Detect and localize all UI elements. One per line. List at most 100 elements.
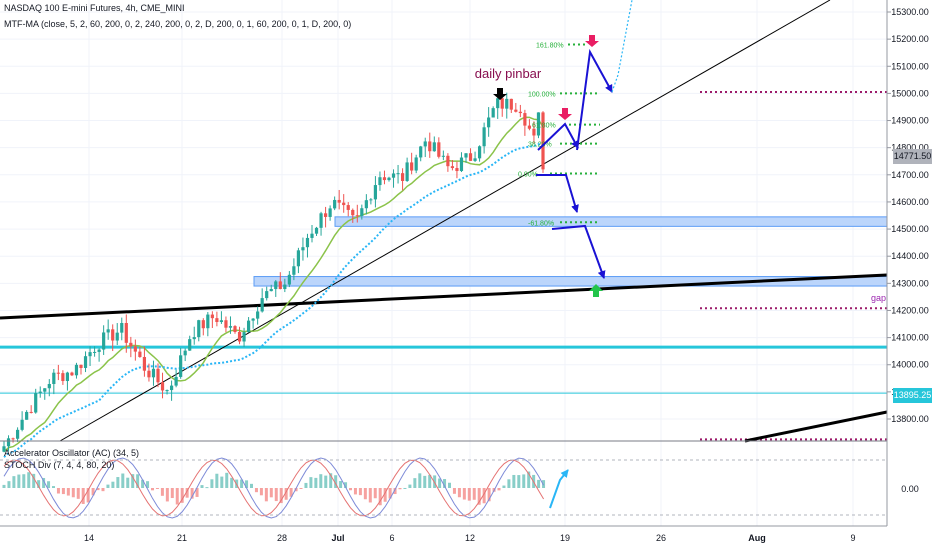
chart-title[interactable]: NASDAQ 100 E-mini Futures, 4h, CME_MINI [4, 3, 185, 13]
oscillator-bar [101, 488, 105, 492]
oscillator-bar [215, 473, 219, 488]
candle-body [296, 250, 301, 267]
y-tick-label: 14800.00 [891, 143, 929, 153]
candle-body [133, 346, 137, 352]
oscillator-bar [165, 488, 169, 502]
candle-body [514, 109, 518, 112]
candle-body [396, 173, 400, 175]
oscillator-bar [91, 488, 95, 496]
candle-body [160, 382, 165, 391]
oscillator-legend-stoch[interactable]: STOCH Div (7, 4, 4, 80, 20) [4, 460, 115, 470]
fib-label: 100.00% [528, 91, 556, 98]
x-tick-label: Jul [331, 533, 344, 543]
oscillator-bar [507, 479, 511, 488]
oscillator-bar [487, 488, 491, 502]
candle-body [260, 298, 264, 312]
candle-body [256, 311, 260, 319]
candle-body [151, 368, 156, 378]
x-tick-label: 9 [850, 533, 855, 543]
oscillator-bar [393, 488, 397, 495]
ma-slow-line [3, 143, 544, 458]
oscillator-bar [76, 488, 80, 499]
moving-averages [3, 116, 544, 458]
y-tick-label: 15000.00 [891, 88, 929, 98]
x-tick-label: 21 [177, 533, 187, 543]
candle-body [441, 155, 445, 157]
oscillator-bar [433, 475, 437, 488]
fib-levels: 161.80% 100.00% 61.80% 38.20% 0.00% -61.80% [518, 43, 600, 227]
candle-body [323, 213, 328, 217]
oscillator-bar [398, 488, 402, 490]
candle-body [500, 98, 504, 109]
oscillator-bar [502, 485, 506, 488]
x-tick-label: Aug [748, 533, 766, 543]
oscillator-bar [111, 481, 115, 488]
oscillator-bar [61, 488, 65, 495]
x-tick-label: 28 [277, 533, 287, 543]
oscillator-bar [299, 488, 303, 489]
candle-body [355, 215, 359, 217]
candle-body [464, 153, 468, 158]
stoch-d-line [3, 459, 545, 517]
candle-body [102, 332, 106, 350]
candle-body [201, 320, 205, 329]
y-tick-label: 14000.00 [891, 360, 929, 370]
oscillator-bar [160, 488, 164, 496]
projection-arrows [536, 0, 633, 279]
y-tick-label: 14300.00 [891, 278, 929, 288]
y-tick-label: 15100.00 [891, 61, 929, 71]
target-marker-1 [558, 108, 572, 120]
target-marker-2 [585, 35, 599, 47]
candle-body [527, 125, 532, 129]
level-price-badge: 13895.25 [893, 388, 932, 403]
candle-body [219, 320, 224, 323]
oscillator-bar [141, 479, 145, 488]
candle-body [246, 320, 251, 333]
time-axis[interactable]: 14 21 28 Jul 6 12 19 26 Aug 9 [84, 533, 856, 543]
candle-body [532, 128, 536, 136]
candle-body [505, 98, 509, 109]
price-axis[interactable]: 13800.0013900.0014000.0014100.0014200.00… [887, 7, 929, 424]
candle-body [83, 356, 88, 368]
y-tick-label: 14100.00 [891, 333, 929, 343]
candle-body [11, 438, 15, 440]
oscillator-zero-label: 0.00 [901, 484, 919, 494]
oscillator-bar [408, 484, 412, 488]
candle-body [491, 108, 495, 118]
candle-body [468, 153, 473, 161]
indicator-legend[interactable]: MTF-MA (close, 5, 2, 60, 200, 0, 2, 240,… [4, 19, 352, 29]
y-tick-label: 14700.00 [891, 170, 929, 180]
candle-body [391, 173, 396, 178]
oscillator-bar [200, 485, 204, 488]
candle-body [242, 332, 246, 342]
candle-body [179, 355, 183, 377]
fib-label: 0.00% [518, 171, 538, 178]
oscillator-bar [334, 475, 338, 488]
candle-body [523, 113, 527, 126]
candle-body [15, 429, 20, 439]
candle-body [400, 173, 405, 181]
candle-body [310, 233, 314, 238]
oscillator-bar [27, 472, 31, 488]
trendline-lower [744, 410, 888, 443]
oscillator-bar [126, 477, 130, 488]
candle-body [541, 112, 545, 170]
oscillator-bar [467, 488, 471, 501]
gap-label: gap [871, 293, 886, 303]
candle-body [414, 157, 418, 171]
candle-body [156, 368, 160, 383]
candle-body [387, 177, 391, 181]
oscillator-bar [339, 481, 343, 488]
oscillator-bar [155, 488, 159, 489]
candle-body [228, 326, 233, 328]
oscillator-bar [344, 482, 348, 488]
candle-body [351, 209, 355, 216]
candle-body [496, 98, 500, 109]
oscillator-bar [81, 488, 85, 504]
oscillator-bar [304, 482, 308, 488]
oscillator-legend-ac[interactable]: Accelerator Oscillator (AC) (34, 5) [4, 448, 140, 458]
candle-body [428, 141, 432, 152]
candle-body [20, 419, 24, 430]
candle-body [115, 332, 119, 341]
